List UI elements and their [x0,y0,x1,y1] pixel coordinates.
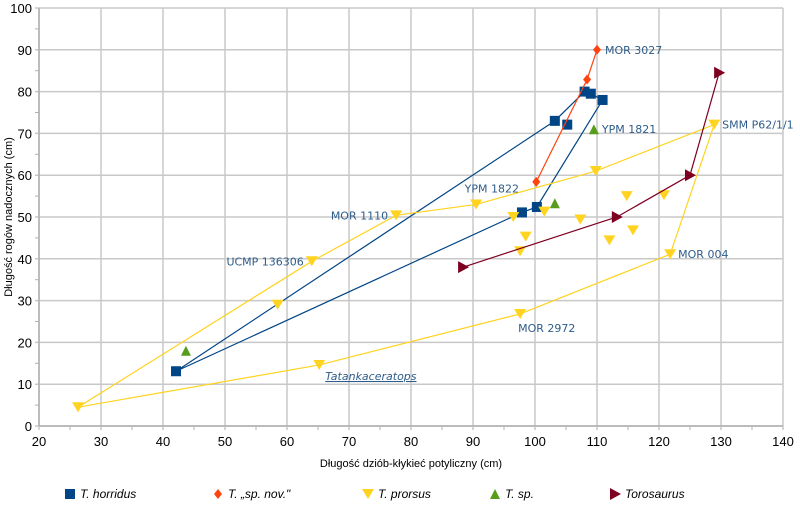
y-tick-label: 30 [18,294,32,309]
data-point [507,212,520,222]
legend-item-t-horridus: T. horridus [65,487,136,501]
legend-label: T. horridus [80,487,136,501]
data-point [72,402,85,413]
data-point [562,119,573,130]
data-point [549,115,560,126]
legend-marker [362,489,374,499]
y-tick-label: 80 [18,85,32,100]
data-point [620,191,633,202]
x-tick-label: 80 [404,434,418,449]
series-t-horridus [171,86,608,377]
y-tick-label: 100 [10,1,32,16]
series-torosaurus [458,66,726,274]
x-tick-label: 90 [466,434,480,449]
series-line-t-sp-nov [535,49,598,183]
point-annotation: MOR 1110 [331,209,388,222]
point-annotation: MOR 3027 [605,44,662,57]
legend-item-t-prorsus: T. prorsus [362,487,431,501]
data-point [549,198,560,209]
x-axis-label: Długość dziób-kłykieć potyliczny (cm) [320,458,502,470]
point-annotation: UCMP 136306 [226,255,303,268]
data-point [664,249,677,260]
data-point [611,211,623,223]
legend-label: T. sp. [505,487,534,501]
data-point [519,231,532,242]
data-point [390,210,403,221]
data-point [603,235,616,246]
legend-marker [214,489,222,499]
data-point [171,366,182,377]
data-point [583,74,592,85]
data-point [708,119,721,130]
data-point [180,345,191,356]
x-tick-label: 110 [587,434,608,449]
legend-label: T. „sp. nov." [228,487,291,501]
data-point [532,176,541,187]
x-tick-label: 30 [94,434,108,449]
legend-marker [490,489,500,499]
y-tick-label: 50 [18,210,32,225]
data-point [685,169,696,182]
x-tick-label: 70 [342,434,356,449]
y-tick-label: 10 [18,377,32,392]
y-tick-label: 20 [18,335,32,350]
series-line-t-prorsus [77,123,716,408]
data-point [514,246,527,257]
data-point [593,44,601,55]
data-point [538,206,551,217]
legend-item-torosaurus: Torosaurus [610,487,685,501]
data-point [714,66,726,79]
data-point [470,199,483,210]
data-point [514,308,527,319]
point-annotation: Tatankaceratops [325,370,417,383]
x-tick-label: 130 [710,434,732,449]
point-annotation: YPM 1822 [464,182,519,195]
x-tick-label: 140 [772,434,794,449]
x-tick-label: 50 [218,434,232,449]
y-tick-label: 40 [18,252,32,267]
data-point [585,88,596,99]
data-point [313,359,326,370]
point-annotation: SMM P62/1/1 [722,119,794,132]
legend-item-t-sp-nov: T. „sp. nov." [214,487,291,501]
point-annotation: MOR 2972 [518,322,575,335]
data-point [574,214,587,225]
data-point [458,261,470,274]
series-line-torosaurus [462,72,720,268]
x-tick-label: 20 [32,434,46,449]
y-tick-label: 0 [25,419,32,434]
x-tick-label: 40 [156,434,170,449]
data-point [597,94,608,105]
x-tick-label: 120 [648,434,670,449]
legend-label: Torosaurus [625,487,685,501]
data-point [657,190,670,201]
y-axis-label: Długość rogów nadocznych (cm) [3,137,15,297]
data-point [589,166,602,177]
data-point [271,299,284,310]
data-point [579,86,590,97]
series-t-sp [180,124,599,356]
legend-item-t-sp: T. sp. [490,487,534,501]
data-point [531,201,542,212]
point-annotation: MOR 004 [678,248,728,261]
point-annotation: YPM 1821 [601,123,656,136]
series-t-prorsus [72,119,721,413]
legend-marker [610,488,621,500]
data-point [588,124,599,135]
x-tick-label: 100 [524,434,546,449]
data-point [626,225,639,236]
y-tick-label: 90 [18,43,32,58]
x-tick-label: 60 [280,434,294,449]
series-t-sp-nov [532,44,601,187]
legend-label: T. prorsus [378,487,431,501]
y-tick-label: 70 [18,126,32,141]
y-tick-label: 60 [18,168,32,183]
legend-marker [65,489,75,499]
data-point [516,207,527,218]
data-point [305,256,318,267]
